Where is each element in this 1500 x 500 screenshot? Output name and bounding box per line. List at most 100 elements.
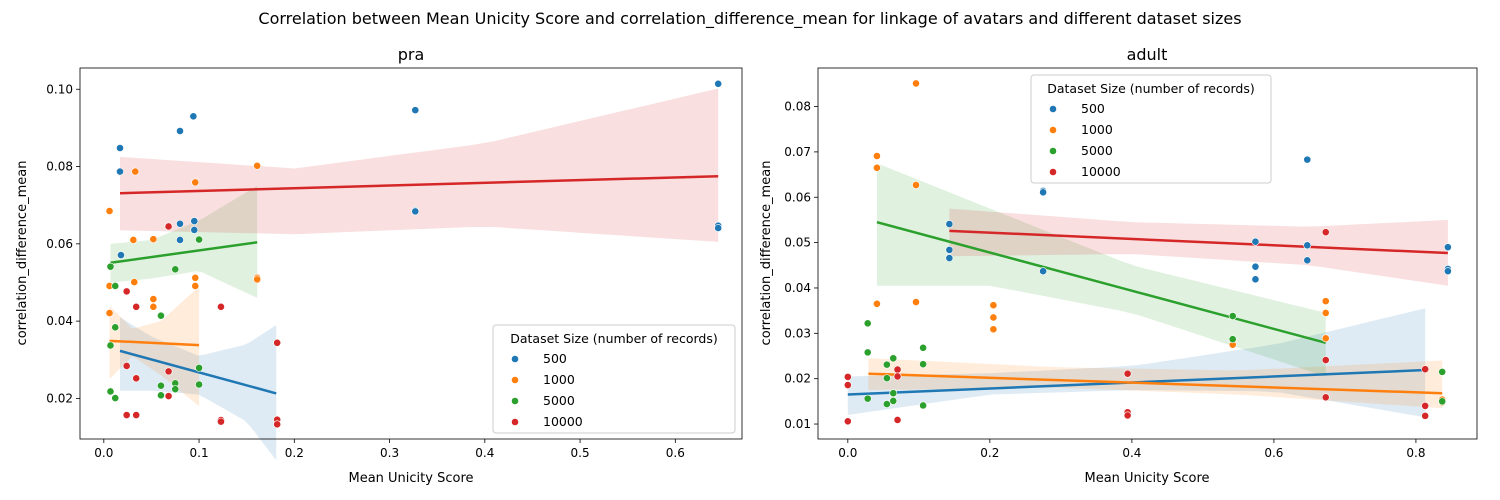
legend-box <box>1030 74 1272 184</box>
x-tick-label: 0.6 <box>666 446 685 460</box>
data-point-10000 <box>122 362 131 370</box>
data-point-5000 <box>111 282 120 290</box>
data-point-5000 <box>195 380 203 389</box>
axes-frame <box>817 67 1478 440</box>
data-point-500 <box>945 245 954 254</box>
y-tick-label: 0.01 <box>784 417 811 431</box>
data-point-10000 <box>122 287 131 296</box>
data-point-10000 <box>164 222 173 231</box>
data-point-1000 <box>1321 297 1330 306</box>
x-tick-label: 0.4 <box>475 446 494 460</box>
data-point-500 <box>945 220 954 228</box>
data-point-5000 <box>195 235 203 244</box>
legend-label-1000: 1000 <box>1081 122 1113 137</box>
regression-line-5000 <box>876 220 1327 345</box>
legend-label-5000: 5000 <box>543 393 575 408</box>
legend-marker-10000 <box>1049 168 1057 176</box>
data-point-5000 <box>1228 335 1237 344</box>
y-tick-label: 0.10 <box>46 82 73 96</box>
y-tick-label: 0.02 <box>46 391 73 405</box>
data-point-5000 <box>919 360 927 369</box>
data-point-1000 <box>149 295 158 304</box>
data-point-500 <box>176 127 184 135</box>
legend-label-500: 500 <box>1081 101 1105 116</box>
legend-label-5000: 5000 <box>1081 143 1113 158</box>
regression-line-10000 <box>119 174 719 195</box>
regression-line-10000 <box>949 229 1448 255</box>
data-point-1000 <box>105 309 114 317</box>
regression-line-1000 <box>109 339 200 347</box>
data-point-500 <box>176 219 184 228</box>
data-point-5000 <box>882 374 891 383</box>
confidence-band-5000 <box>876 163 1326 377</box>
data-point-5000 <box>157 391 165 400</box>
data-point-500 <box>190 226 199 234</box>
data-point-5000 <box>919 401 927 410</box>
data-point-500 <box>714 79 723 88</box>
data-point-1000 <box>253 275 262 284</box>
data-point-10000 <box>122 411 131 419</box>
legend-label-500: 500 <box>543 351 567 366</box>
data-point-5000 <box>171 385 180 394</box>
x-tick-label: 0.0 <box>838 446 857 460</box>
figure-title: Correlation between Mean Unicity Score a… <box>258 9 1241 29</box>
y-tick-label: 0.08 <box>784 100 811 114</box>
data-point-5000 <box>1438 397 1447 406</box>
data-point-5000 <box>157 311 165 320</box>
data-point-5000 <box>889 397 898 405</box>
y-tick-label: 0.07 <box>784 145 811 159</box>
data-point-10000 <box>132 411 141 419</box>
y-tick-label: 0.04 <box>46 314 73 328</box>
data-point-500 <box>189 112 198 121</box>
data-point-10000 <box>893 416 902 424</box>
confidence-band-500 <box>120 317 277 461</box>
points <box>843 79 1452 426</box>
data-point-5000 <box>919 343 927 352</box>
data-point-500 <box>1443 267 1452 276</box>
confidence-band-10000 <box>120 88 719 242</box>
data-point-1000 <box>873 299 881 308</box>
regression-line-1000 <box>868 372 1443 395</box>
data-point-500 <box>1443 243 1452 252</box>
legend-label-1000: 1000 <box>543 372 575 387</box>
regression-line-500 <box>119 349 277 395</box>
x-axis-label: Mean Unicity Score <box>348 471 473 486</box>
fit-lines <box>109 174 719 395</box>
data-point-5000 <box>111 394 120 402</box>
x-tick-label: 0.6 <box>1264 446 1283 460</box>
points <box>105 79 723 429</box>
data-point-10000 <box>1321 228 1330 237</box>
data-point-10000 <box>1321 356 1330 364</box>
x-tick-label: 0.2 <box>285 446 304 460</box>
subplot-adult: adult Mean Unicity Score correlation_dif… <box>759 45 1478 486</box>
data-point-1000 <box>149 302 158 311</box>
data-point-10000 <box>843 381 852 389</box>
data-point-5000 <box>195 363 203 372</box>
data-point-10000 <box>217 417 225 426</box>
data-point-500 <box>116 167 124 176</box>
data-point-500 <box>116 144 124 152</box>
data-point-500 <box>411 106 420 115</box>
legend: Dataset Size (number of records) 500 1000 5… <box>492 324 736 434</box>
y-tick-label: 0.08 <box>46 160 73 174</box>
data-point-10000 <box>1123 369 1132 378</box>
regression-line-5000 <box>110 241 258 265</box>
data-point-1000 <box>989 301 998 310</box>
data-point-5000 <box>106 387 115 396</box>
data-point-500 <box>1039 267 1048 276</box>
axes-frame <box>79 67 743 440</box>
y-tick-label: 0.06 <box>784 190 811 204</box>
y-tick-label: 0.04 <box>784 281 811 295</box>
data-point-1000 <box>989 313 998 322</box>
data-point-1000 <box>130 278 139 286</box>
legend-marker-500 <box>511 355 519 363</box>
data-point-500 <box>176 236 184 244</box>
data-point-1000 <box>1321 334 1330 343</box>
x-tick-label: 0.8 <box>1406 446 1425 460</box>
legend-label-10000: 10000 <box>1081 164 1121 179</box>
data-point-500 <box>714 224 723 232</box>
data-point-10000 <box>893 372 902 381</box>
data-point-5000 <box>882 360 891 369</box>
x-tick-label: 0.3 <box>380 446 399 460</box>
data-point-5000 <box>1228 312 1237 320</box>
